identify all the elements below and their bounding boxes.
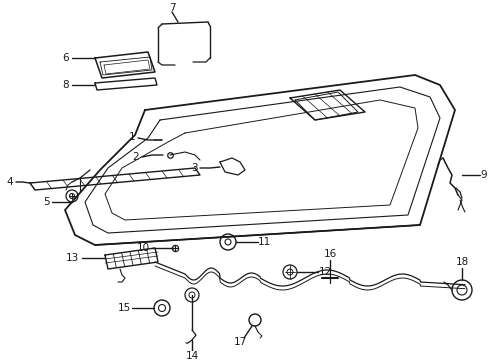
Text: 1: 1 — [128, 132, 135, 142]
Text: 18: 18 — [454, 257, 468, 267]
Text: 3: 3 — [190, 163, 197, 173]
Text: 9: 9 — [480, 170, 487, 180]
Text: 16: 16 — [323, 249, 336, 259]
Circle shape — [451, 280, 471, 300]
Text: 4: 4 — [7, 177, 13, 187]
Text: 5: 5 — [42, 197, 49, 207]
Text: 14: 14 — [185, 351, 198, 360]
Circle shape — [248, 314, 261, 326]
Text: 11: 11 — [257, 237, 270, 247]
Text: 8: 8 — [62, 80, 69, 90]
Circle shape — [184, 288, 199, 302]
Text: 12: 12 — [318, 267, 331, 277]
Text: 6: 6 — [62, 53, 69, 63]
Circle shape — [220, 234, 236, 250]
Text: 17: 17 — [233, 337, 246, 347]
Text: 10: 10 — [136, 243, 149, 253]
Text: 7: 7 — [168, 3, 175, 13]
Circle shape — [283, 265, 296, 279]
Circle shape — [154, 300, 170, 316]
Text: 13: 13 — [65, 253, 79, 263]
Text: 2: 2 — [132, 152, 139, 162]
Text: 15: 15 — [117, 303, 130, 313]
Circle shape — [66, 190, 78, 202]
